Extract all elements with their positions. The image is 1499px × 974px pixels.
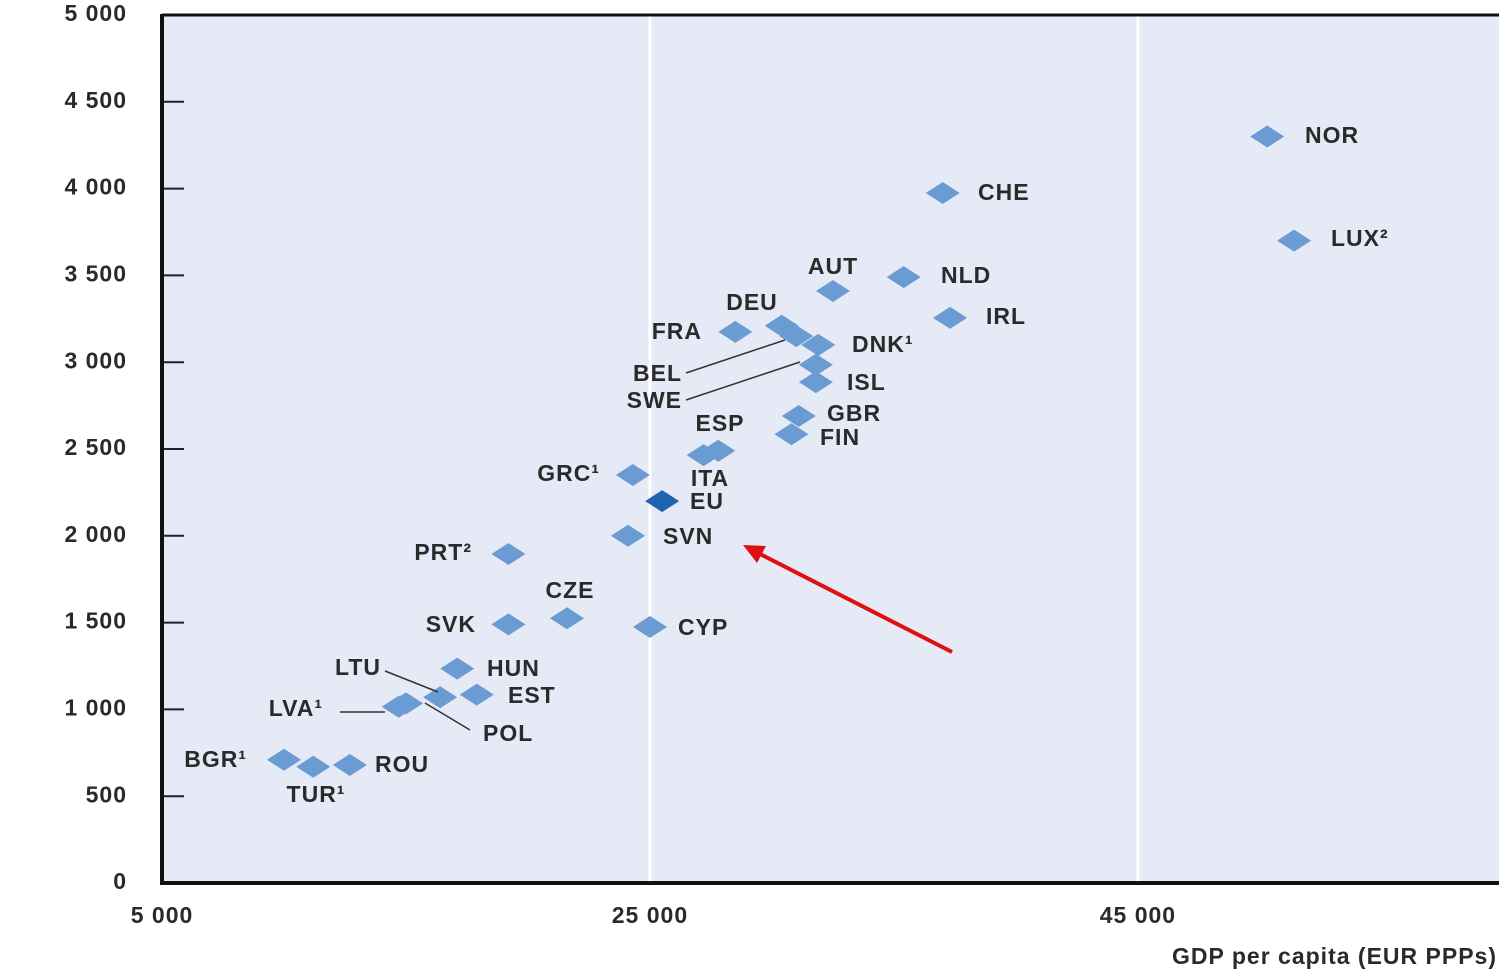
point	[779, 325, 814, 348]
point-label: CZE	[546, 577, 595, 603]
x-tick-label: 25 000	[612, 902, 688, 928]
point	[423, 686, 458, 709]
point-label: NOR	[1305, 122, 1359, 148]
point-label: LTU	[335, 654, 381, 680]
point-label: ESP	[695, 410, 744, 436]
point	[645, 490, 680, 513]
point-label: CYP	[678, 614, 728, 640]
point	[296, 755, 331, 778]
point-label: PRT²	[414, 539, 472, 565]
y-tick-label: 2 000	[64, 521, 127, 547]
point-label: GRC¹	[537, 460, 600, 486]
point	[459, 683, 494, 706]
point	[381, 695, 416, 718]
point-label: ROU	[375, 751, 429, 777]
y-tick-label: 3 500	[64, 260, 127, 286]
y-tick-label: 5 000	[64, 0, 127, 26]
point-label: SVN	[663, 523, 713, 549]
y-tick-label: 500	[86, 781, 127, 807]
leader-line	[424, 702, 471, 731]
point	[815, 280, 850, 303]
point	[615, 464, 650, 487]
arrow-head	[743, 545, 766, 563]
leader-line	[384, 670, 439, 693]
point-label: LVA¹	[269, 695, 323, 721]
y-tick-label: 2 500	[64, 434, 127, 460]
point	[491, 543, 526, 566]
point-label: HUN	[487, 655, 540, 681]
point	[718, 320, 753, 343]
y-tick-label: 4 500	[64, 87, 127, 113]
point-label: ITA	[691, 465, 729, 491]
point	[266, 748, 301, 771]
point	[632, 615, 667, 638]
point	[550, 607, 585, 630]
x-axis-label: GDP per capita (EUR PPPs)	[1172, 943, 1497, 969]
point	[440, 657, 475, 680]
point-label: BGR¹	[184, 746, 247, 772]
point	[801, 333, 836, 356]
point	[686, 444, 721, 467]
y-tick-label: 0	[113, 868, 127, 894]
y-tick-label: 1 500	[64, 608, 127, 634]
point-label: NLD	[941, 262, 991, 288]
point	[933, 306, 968, 329]
point	[610, 524, 645, 547]
x-tick-label: 5 000	[131, 902, 194, 928]
arrow-shaft	[759, 552, 953, 654]
point-label: IRL	[986, 303, 1026, 329]
y-tick-label: 4 000	[64, 174, 127, 200]
point	[1250, 125, 1285, 148]
point-label: SWE	[627, 387, 682, 413]
point-label: EST	[508, 682, 556, 708]
point-label: AUT	[808, 253, 858, 279]
point-label: DEU	[726, 289, 778, 315]
point	[781, 405, 816, 428]
point	[491, 613, 526, 636]
leader-line	[685, 339, 786, 374]
point-label: TUR¹	[287, 781, 346, 807]
point	[774, 423, 809, 446]
point-label: EU	[690, 488, 724, 514]
leader-line	[685, 361, 801, 401]
point-label: LUX²	[1331, 225, 1389, 251]
y-tick-label: 1 000	[64, 694, 127, 720]
x-tick-label: 45 000	[1100, 902, 1176, 928]
point	[798, 371, 833, 394]
point-label: SVK	[426, 611, 476, 637]
point	[886, 266, 921, 289]
y-tick-label: 3 000	[64, 347, 127, 373]
plot-area	[162, 15, 1499, 883]
point	[1277, 229, 1312, 252]
point-label: BEL	[633, 360, 682, 386]
point	[925, 181, 960, 204]
point-label: DNK¹	[852, 331, 914, 357]
point-label: POL	[483, 720, 533, 746]
point-label: GBR	[827, 400, 881, 426]
point-label: CHE	[978, 179, 1030, 205]
point-label: ISL	[847, 369, 886, 395]
point	[332, 753, 367, 776]
point-label: FIN	[820, 424, 860, 450]
point-label: FRA	[652, 318, 702, 344]
point	[798, 353, 833, 376]
